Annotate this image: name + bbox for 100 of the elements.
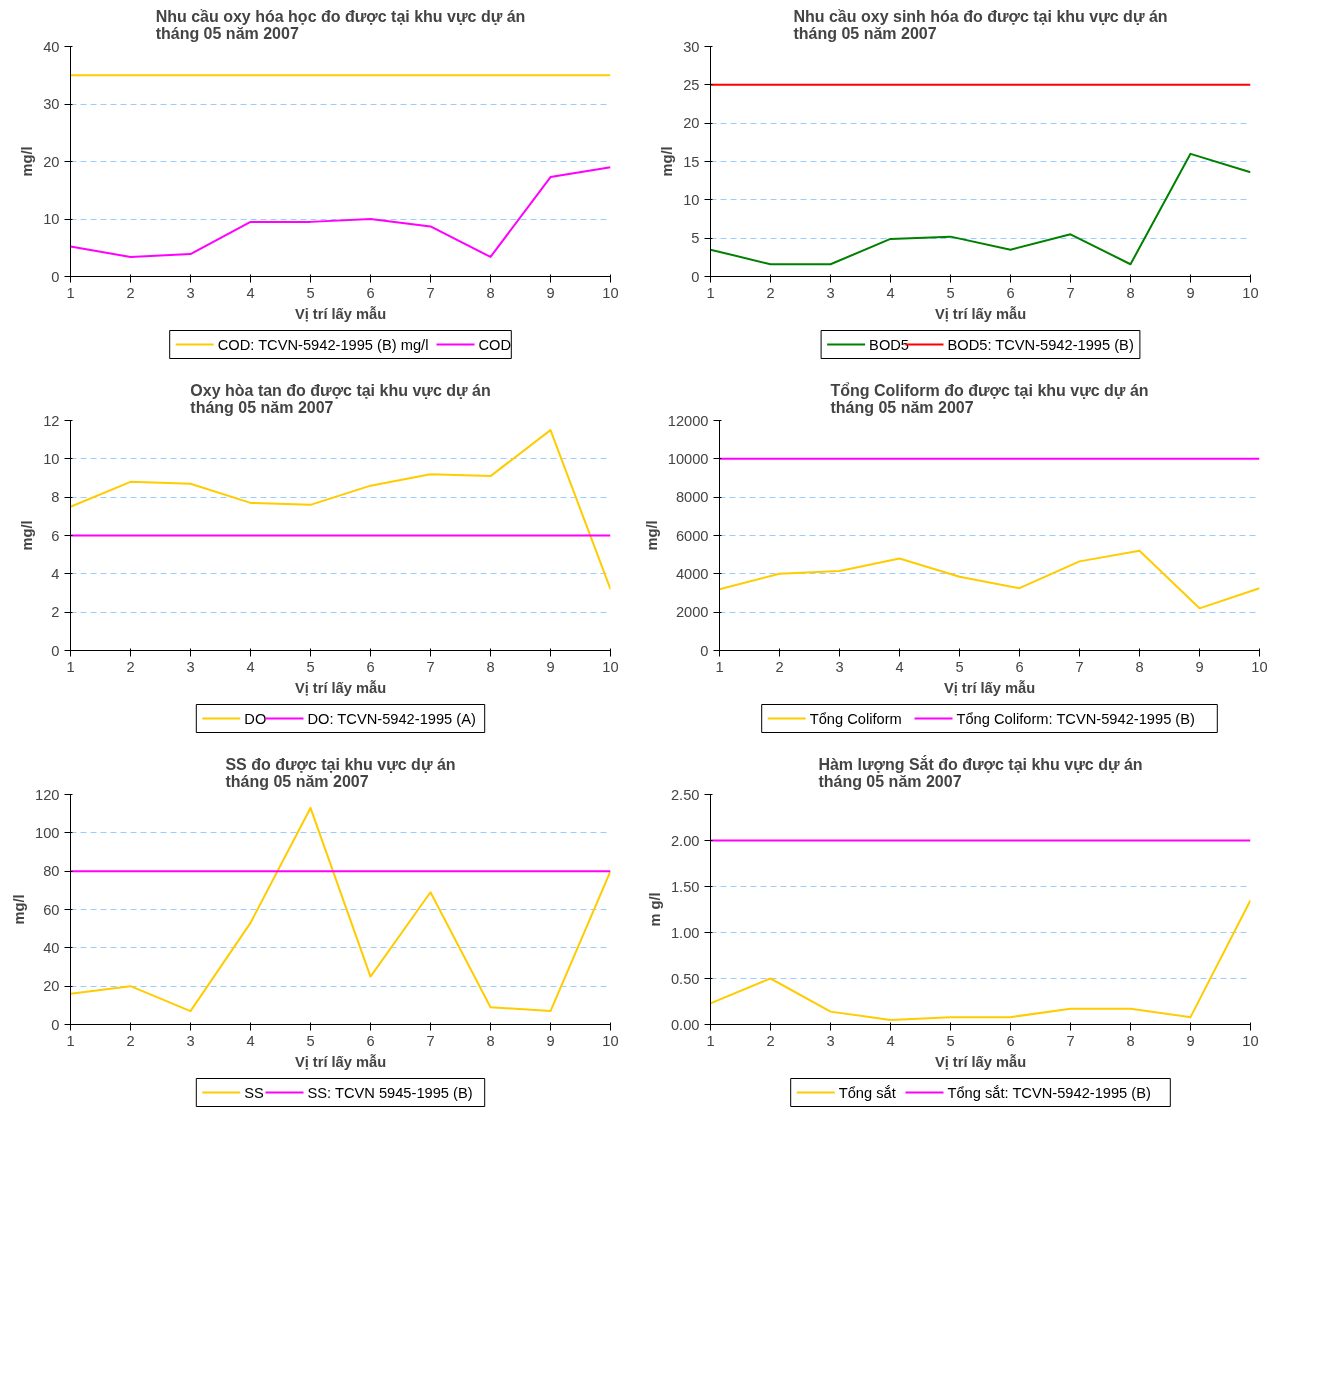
x-tick-label: 5 (306, 1032, 315, 1049)
x-tick-label: 10 (1242, 1032, 1259, 1049)
y-tick-label: 6 (51, 527, 60, 544)
x-tick-label: 5 (946, 1032, 955, 1049)
x-tick-label: 4 (246, 1032, 255, 1049)
y-tick-label: 1.00 (670, 924, 700, 941)
x-tick-label: 6 (1006, 1032, 1015, 1049)
x-tick-label: 5 (946, 284, 955, 301)
y-tick-label: 25 (683, 76, 700, 93)
y-tick-label: 8000 (675, 489, 709, 506)
y-axis-title: mg/l (659, 146, 676, 177)
x-tick-label: 8 (1126, 284, 1135, 301)
y-tick-label: 0 (51, 1016, 60, 1033)
y-tick-label: 15 (683, 153, 700, 170)
y-axis-title: mg/l (11, 894, 28, 925)
line-series (70, 429, 611, 591)
x-tick-label: 2 (126, 658, 135, 675)
x-tick-label: 2 (775, 658, 784, 675)
x-tick-label: 1 (706, 1032, 715, 1049)
y-tick-label: 20 (683, 115, 700, 132)
x-tick-label: 9 (1195, 658, 1204, 675)
x-tick-label: 9 (546, 658, 555, 675)
line-series (710, 152, 1251, 266)
y-tick-label: 10 (43, 450, 60, 467)
x-tick-label: 8 (1126, 1032, 1135, 1049)
y-tick-label: 0 (691, 268, 700, 285)
legend-label: Tổng sắt (838, 1084, 896, 1101)
x-tick-label: 3 (186, 284, 195, 301)
x-tick-label: 1 (715, 658, 724, 675)
legend-label: DO (244, 710, 267, 727)
x-tick-label: 6 (366, 658, 375, 675)
y-tick-label: 12 (43, 412, 60, 429)
y-tick-label: 8 (51, 489, 60, 506)
chart-title: Hàm lượng Sắt đo được tại khu vực dự án tháng 05 năm 2007 (818, 754, 1143, 790)
chart-title: SS đo được tại khu vực dự án tháng 05 năm 2007 (225, 755, 456, 790)
x-tick-label: 9 (1186, 1032, 1195, 1049)
y-tick-label: 2.50 (670, 786, 700, 803)
x-tick-label: 6 (366, 1032, 375, 1049)
line-series (70, 806, 611, 1013)
x-tick-label: 10 (602, 658, 619, 675)
x-tick-label: 9 (1186, 284, 1195, 301)
y-tick-label: 2.00 (670, 832, 700, 849)
chart-title: Oxy hòa tan đo được tại khu vực dự án tháng 05 năm 2007 (190, 381, 491, 416)
x-axis-title: Vị trí lấy mẫu (294, 305, 387, 322)
x-tick-label: 3 (186, 658, 195, 675)
x-axis-title: Vị trí lấy mẫu (934, 1053, 1027, 1070)
x-axis-title: Vị trí lấy mẫu (294, 679, 387, 696)
x-tick-label: 6 (1015, 658, 1024, 675)
x-tick-label: 10 (602, 1032, 619, 1049)
x-tick-label: 2 (766, 1032, 775, 1049)
x-tick-label: 4 (895, 658, 904, 675)
x-tick-label: 3 (835, 658, 844, 675)
chart-title: Tổng Coliform đo được tại khu vực dự án tháng 05 năm 2007 (830, 381, 1149, 416)
y-tick-label: 120 (35, 786, 60, 803)
y-tick-label: 80 (43, 863, 60, 880)
x-tick-label: 5 (955, 658, 964, 675)
y-tick-label: 0.00 (670, 1016, 700, 1033)
y-tick-label: 40 (43, 939, 60, 956)
x-axis-title: Vị trí lấy mẫu (294, 1053, 387, 1070)
x-tick-label: 2 (766, 284, 775, 301)
x-tick-label: 4 (886, 284, 895, 301)
x-tick-label: 8 (486, 658, 495, 675)
line-series (710, 899, 1251, 1021)
line-series (719, 549, 1260, 610)
y-tick-label: 20 (43, 153, 60, 170)
x-tick-label: 1 (66, 284, 75, 301)
y-tick-label: 10 (43, 211, 60, 227)
x-tick-label: 9 (546, 1032, 555, 1049)
x-tick-label: 5 (306, 658, 315, 675)
x-tick-label: 7 (1075, 658, 1084, 675)
y-tick-label: 30 (43, 96, 60, 112)
x-tick-label: 4 (246, 284, 255, 301)
y-tick-label: 12000 (667, 412, 709, 429)
x-axis-title: Vị trí lấy mẫu (934, 305, 1027, 322)
x-tick-label: 3 (826, 1032, 835, 1049)
x-tick-label: 1 (66, 658, 75, 675)
y-tick-label: 5 (691, 230, 700, 247)
x-tick-label: 7 (1066, 1032, 1075, 1049)
x-tick-label: 6 (1006, 284, 1015, 301)
y-tick-label: 20 (43, 978, 60, 995)
legend-label: Tổng Coliform (809, 710, 902, 727)
y-tick-label: 0 (51, 642, 60, 659)
y-axis-title: mg/l (19, 520, 36, 551)
x-tick-label: 1 (66, 1032, 75, 1049)
legend-label: BOD5: TCVN-5942-1995 (B) (947, 336, 1134, 353)
y-tick-label: 30 (683, 38, 700, 55)
y-tick-label: 6000 (675, 527, 709, 544)
x-tick-label: 8 (486, 1032, 495, 1049)
x-tick-label: 9 (546, 284, 555, 301)
x-tick-label: 7 (426, 1032, 435, 1049)
line-series (70, 166, 611, 258)
legend-label: COD (478, 336, 512, 353)
x-tick-label: 2 (126, 284, 135, 301)
chart-title: Nhu cầu oxy hóa học đo được tại khu vực dự án tháng 05 năm 2007 (155, 7, 526, 42)
y-tick-label: 0.50 (670, 970, 700, 987)
x-tick-label: 7 (1066, 284, 1075, 301)
x-tick-label: 7 (426, 284, 435, 301)
chart-title: Nhu cầu oxy sinh hóa đo được tại khu vực dự án tháng 05 năm 2007 (793, 7, 1168, 42)
legend-label: BOD5 (869, 336, 910, 353)
x-tick-label: 4 (886, 1032, 895, 1049)
